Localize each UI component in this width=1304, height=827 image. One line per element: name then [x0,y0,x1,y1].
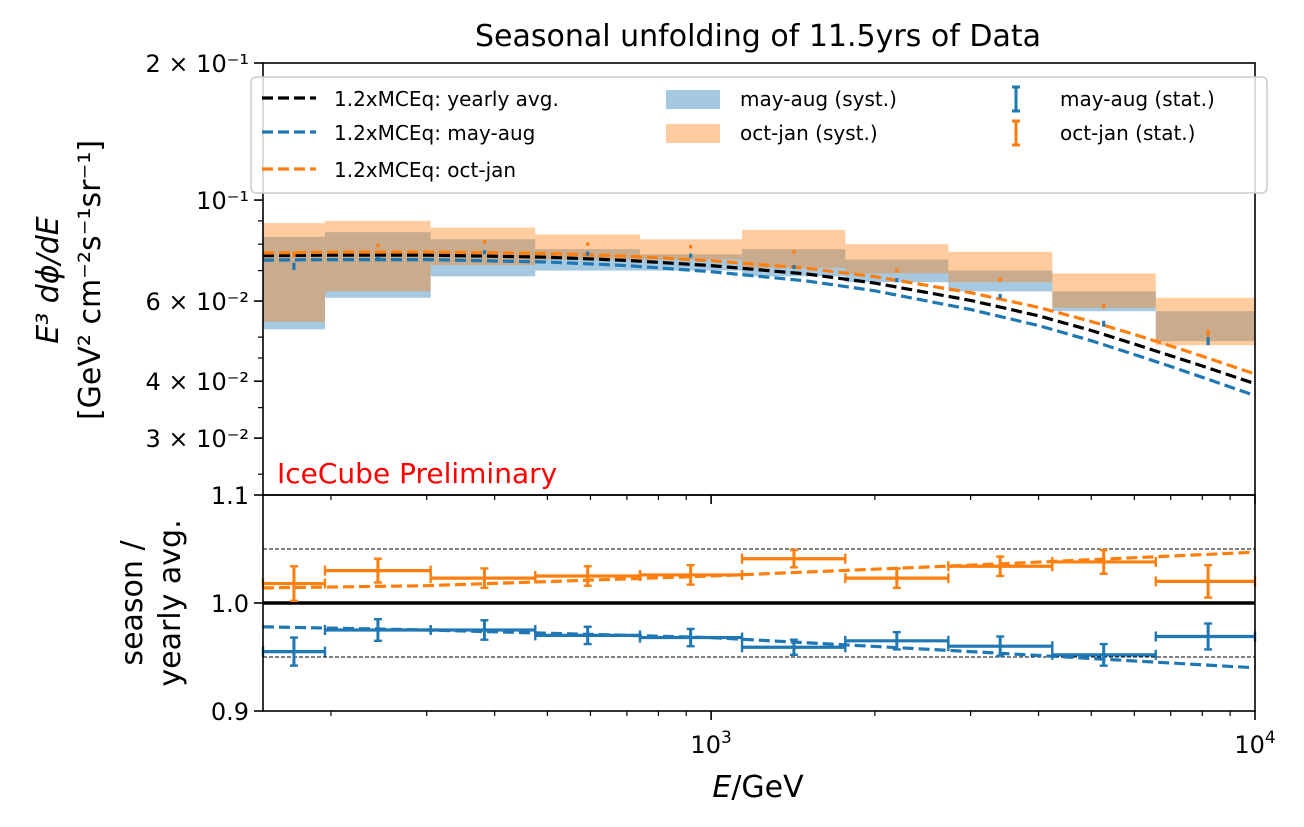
ratio-point-octjan-9 [1154,564,1257,599]
model-line-yearly [262,253,1256,386]
ratio-point-octjan-6 [844,567,950,590]
ratio-point-mayaug-6 [844,630,950,651]
ratio-y-tick-label-2: 0.9 [211,698,249,726]
legend-label-band-mayaug: may-aug (syst.) [740,87,897,111]
legend-label-stat-mayaug: may-aug (stat.) [1060,87,1215,111]
ratio-point-mayaug-9 [1154,622,1257,651]
syst-band-octjan-5 [742,229,846,268]
main-y-tick-label-4: 3 × 10⁻² [146,425,249,453]
ratio-panel: 1.1 1.0 0.9 [211,482,1257,726]
model-line-mayaug [262,258,1256,398]
ratio-point-mayaug-0 [261,636,327,667]
main-y-tick-label-1: 10⁻¹ [196,187,249,215]
syst-band-octjan-4 [639,239,743,260]
legend-label-stat-octjan: oct-jan (stat.) [1060,121,1195,145]
ratio-point-octjan-0 [261,565,327,603]
legend-label-line-yearly: 1.2xMCEq: yearly avg. [334,87,559,111]
ratio-point-octjan-7 [947,555,1054,578]
syst-band-mayaug-2 [430,239,536,277]
ratio-point-mayaug-2 [429,619,537,641]
ratio-point-mayaug-7 [947,635,1054,658]
ratio-y-tick-label-1: 1.0 [211,590,249,618]
legend-swatch-band-octjan [666,124,720,143]
legend-label-band-octjan: oct-jan (syst.) [740,121,878,145]
syst-band-octjan-9 [1155,297,1255,346]
syst-band-octjan-6 [845,244,949,274]
legend-swatch-stat-octjan [1012,119,1020,147]
x-tick-label-1: 104 [1234,728,1275,759]
ratio-point-mayaug-4 [638,627,744,648]
main-y-tick-label-3: 4 × 10⁻² [146,368,249,396]
main-panel: 2 × 10⁻¹ 10⁻¹ 6 × 10⁻² 4 × 10⁻² 3 × 10⁻² Ice… [146,50,1268,496]
ratio-y-tick-label-0: 1.1 [211,482,249,510]
legend-label-line-octjan: 1.2xMCEq: oct-jan [334,158,516,182]
main-y-tick-label-2: 6 × 10⁻² [146,288,249,316]
ratio-y-axis-label-line2: yearly avg. [153,519,188,686]
ratio-point-octjan-4 [638,564,744,586]
ratio-point-mayaug-5 [740,638,847,657]
legend-swatch-band-mayaug [666,90,720,109]
chart-title: Seasonal unfolding of 11.5yrs of Data [475,19,1041,54]
main-y-axis-label-line2: [GeV² cm⁻²s⁻¹sr⁻¹] [73,140,108,420]
syst-band-octjan-0 [263,223,325,322]
ratio-point-mayaug-1 [323,618,432,642]
syst-band-mayaug-9 [1155,311,1255,342]
legend-box [250,76,1268,194]
syst-band-octjan-8 [1052,273,1156,308]
ratio-point-octjan-5 [740,548,847,569]
syst-band-octjan-7 [948,251,1053,283]
syst-band-mayaug-8 [1052,291,1156,312]
ratio-point-mayaug-8 [1051,642,1157,667]
x-axis-label: E/GeV [712,770,804,805]
legend-swatch-stat-mayaug [1012,85,1020,113]
main-y-tick-label-0: 2 × 10⁻¹ [146,50,249,78]
main-y-axis-label-line1: E³ dϕ/dE [31,216,66,344]
ratio-y-axis-label-line1: season / [115,540,150,666]
x-tick-label-0: 103 [690,728,731,759]
ratio-point-octjan-1 [323,557,432,584]
ratio-point-octjan-8 [1051,548,1157,576]
model-line-octjan [262,250,1256,376]
ratio-point-mayaug-3 [534,625,642,646]
legend-label-line-mayaug: 1.2xMCEq: may-aug [334,121,535,145]
syst-band-mayaug-1 [324,232,431,298]
preliminary-annotation: IceCube Preliminary [277,457,557,490]
